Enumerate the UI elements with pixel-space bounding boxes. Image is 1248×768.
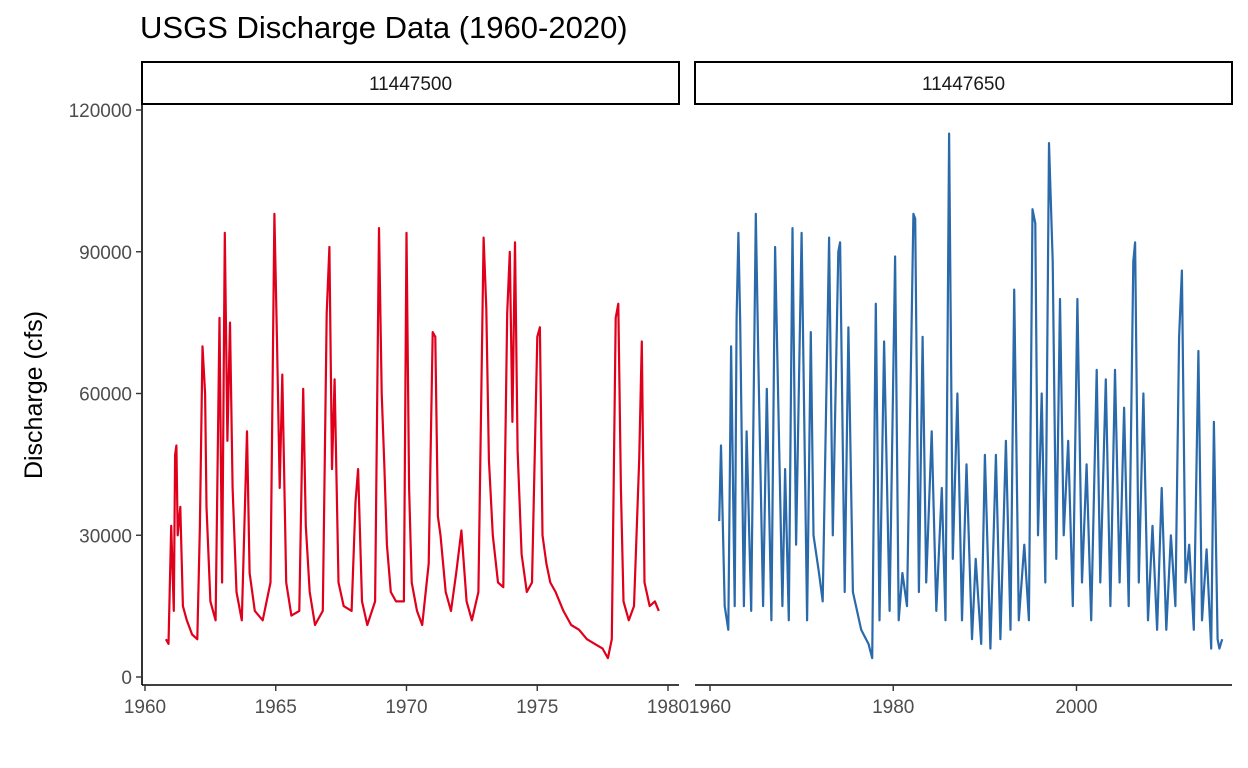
facet-strip-label: 11447500 bbox=[369, 74, 452, 95]
y-tick-label: 30000 bbox=[79, 526, 132, 547]
x-tick-label: 1960 bbox=[124, 697, 166, 718]
facet-strip bbox=[694, 61, 1233, 105]
x-tick-label: 2000 bbox=[1055, 697, 1097, 718]
x-tick-label: 1980 bbox=[872, 697, 914, 718]
facet-11447500: 11447500 1960 1965 1970 1975 1980 bbox=[124, 61, 689, 718]
facet-strip-label: 11447650 bbox=[922, 74, 1005, 95]
chart-title: USGS Discharge Data (1960-2020) bbox=[140, 10, 628, 45]
facet-strip bbox=[141, 61, 680, 105]
x-tick-label: 1980 bbox=[647, 697, 689, 718]
y-tick-label: 90000 bbox=[79, 243, 132, 264]
y-tick-label: 60000 bbox=[79, 385, 132, 406]
series-line-11447500 bbox=[164, 212, 660, 660]
facet-11447650: 11447650 1960 1980 2000 bbox=[689, 61, 1233, 718]
x-tick-label: 1970 bbox=[385, 697, 427, 718]
x-tick-label: 1965 bbox=[255, 697, 297, 718]
y-axis-label: Discharge (cfs) bbox=[20, 311, 48, 479]
series-line-11447650 bbox=[718, 132, 1224, 660]
y-tick-label: 120000 bbox=[69, 101, 132, 122]
x-tick-label: 1960 bbox=[689, 697, 731, 718]
y-axis: 0 30000 60000 90000 120000 bbox=[69, 101, 143, 689]
x-tick-label: 1975 bbox=[516, 697, 558, 718]
y-tick-label: 0 bbox=[121, 668, 132, 689]
